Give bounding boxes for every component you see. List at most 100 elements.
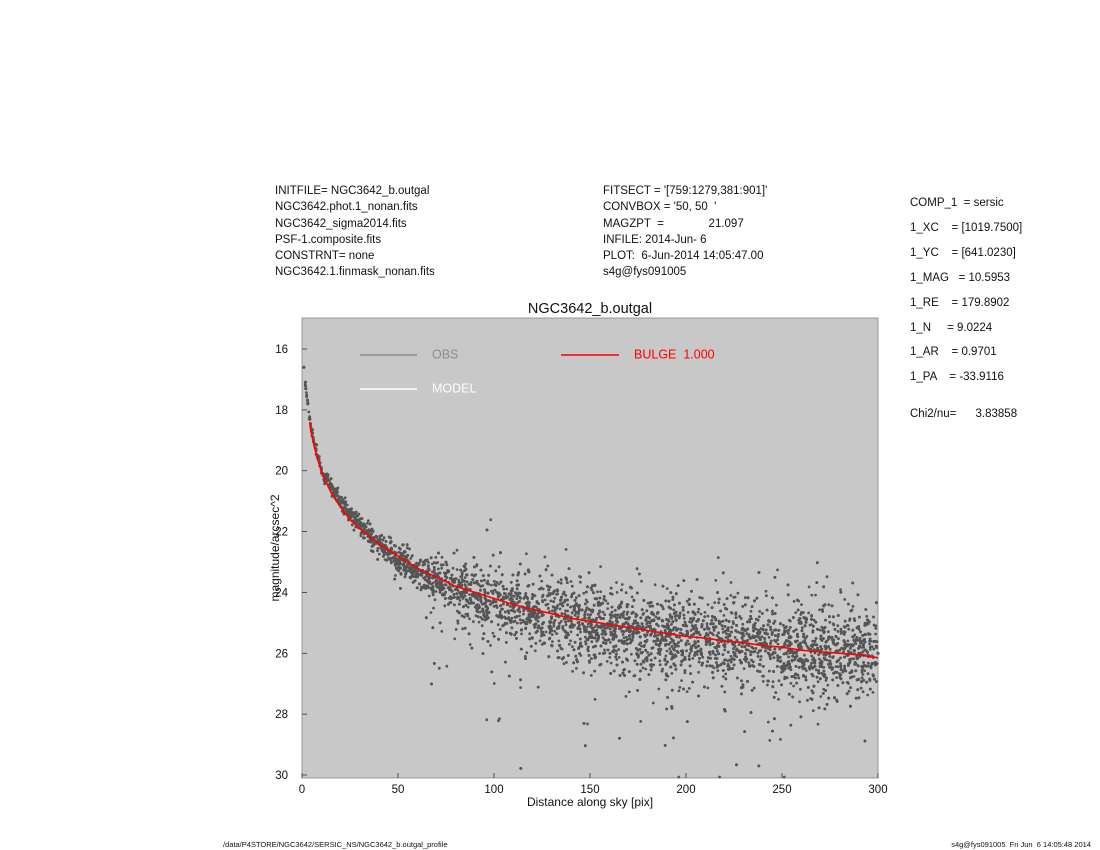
obs-point [839, 668, 843, 671]
obs-point [529, 612, 533, 616]
obs-point [639, 720, 643, 723]
obs-point [609, 661, 613, 665]
obs-point [457, 578, 461, 582]
obs-point [389, 536, 392, 540]
phot-file-line: NGC3642.phot.1_nonan.fits [275, 201, 418, 214]
obs-point [382, 536, 386, 540]
obs-point [875, 680, 878, 683]
obs-point [794, 665, 798, 668]
obs-point [658, 659, 662, 663]
obs-point [598, 596, 602, 600]
obs-point [565, 661, 568, 664]
obs-point [608, 656, 612, 659]
obs-point [509, 632, 513, 636]
obs-point [721, 675, 725, 678]
obs-point [762, 624, 765, 628]
obs-point [860, 670, 864, 674]
obs-point [658, 663, 662, 667]
obs-point [836, 665, 840, 669]
obs-point [555, 592, 558, 596]
obs-point [489, 644, 492, 647]
obs-point [668, 641, 672, 644]
obs-point [544, 630, 548, 634]
obs-point [615, 652, 618, 656]
obs-point [672, 736, 675, 740]
obs-point [860, 676, 864, 680]
obs-point [615, 649, 618, 653]
obs-point [749, 609, 753, 613]
obs-point [692, 633, 695, 636]
obs-point [571, 669, 574, 673]
obs-point [839, 588, 842, 591]
obs-point [593, 697, 597, 701]
obs-point [867, 664, 870, 668]
obs-point [605, 639, 608, 642]
obs-point [713, 657, 717, 660]
obs-point [678, 685, 682, 689]
obs-point [480, 579, 483, 583]
obs-point [556, 604, 559, 607]
obs-point [745, 648, 748, 652]
obs-point [818, 628, 822, 632]
param-xc: 1_XC = [1019.7500] [910, 221, 1023, 234]
obs-point [811, 630, 815, 634]
obs-point [455, 548, 459, 552]
obs-point [323, 482, 327, 486]
obs-point [642, 612, 645, 615]
obs-point [657, 643, 660, 647]
obs-point [841, 681, 845, 685]
obs-point [723, 690, 727, 694]
obs-point [305, 391, 308, 395]
obs-point [524, 592, 528, 595]
convbox-line: CONVBOX = '50, 50 ' [603, 201, 717, 214]
obs-point [543, 598, 547, 602]
obs-point [752, 686, 756, 690]
obs-point [601, 636, 605, 639]
obs-point [729, 594, 733, 597]
obs-point [423, 578, 427, 582]
obs-point [536, 619, 540, 623]
obs-point [830, 636, 834, 639]
obs-point [750, 636, 754, 640]
obs-point [742, 667, 746, 670]
obs-point [685, 599, 689, 603]
obs-point [471, 578, 475, 581]
obs-point [486, 579, 490, 583]
obs-point [495, 581, 499, 584]
obs-point [851, 635, 854, 639]
obs-point [551, 609, 554, 613]
obs-point [817, 653, 820, 657]
obs-point [455, 568, 459, 571]
obs-point [606, 602, 610, 605]
obs-point [586, 625, 589, 629]
obs-point [440, 566, 444, 570]
obs-point [445, 576, 449, 579]
obs-point [843, 598, 847, 601]
obs-point [509, 609, 513, 612]
obs-point [404, 572, 407, 576]
obs-point [423, 576, 427, 579]
obs-point [786, 632, 790, 635]
obs-point [497, 565, 501, 569]
obs-point [843, 646, 847, 650]
obs-point [562, 600, 566, 604]
obs-point [800, 629, 804, 633]
obs-point [492, 682, 496, 685]
obs-point [768, 739, 772, 742]
obs-point [836, 624, 840, 628]
obs-point [444, 590, 447, 594]
obs-point [458, 599, 462, 602]
obs-point [341, 498, 345, 501]
obs-point [558, 607, 562, 611]
obs-point [561, 604, 565, 608]
obs-point [720, 684, 724, 688]
obs-point [681, 623, 685, 627]
obs-point [497, 719, 500, 723]
obs-point [861, 673, 865, 676]
obs-point [868, 679, 872, 682]
obs-point [847, 627, 851, 631]
obs-point [832, 671, 835, 675]
obs-point [519, 621, 523, 625]
obs-point [579, 580, 582, 584]
obs-point [827, 662, 830, 666]
